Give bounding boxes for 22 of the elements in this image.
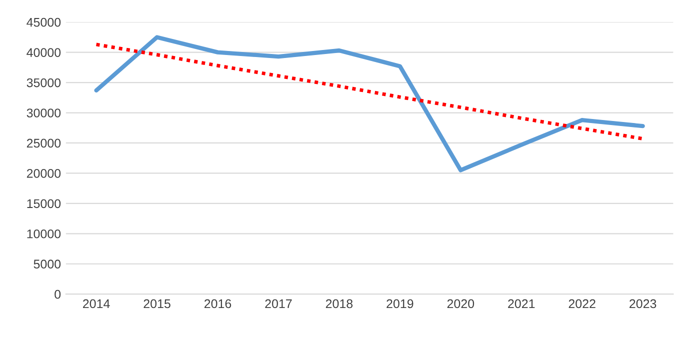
x-tick-label: 2023 bbox=[630, 299, 656, 308]
x-tick-label: 2014 bbox=[83, 299, 110, 308]
y-tick-label: 25000 bbox=[26, 138, 61, 148]
x-tick-label: 2021 bbox=[508, 299, 535, 308]
y-tick-label: 40000 bbox=[26, 48, 61, 57]
x-tick-label: 2022 bbox=[568, 299, 596, 308]
y-tick-label: 30000 bbox=[26, 108, 61, 118]
x-tick-label: 2019 bbox=[386, 299, 414, 308]
x-tick-label: 2017 bbox=[265, 299, 292, 308]
line-series bbox=[94, 42, 645, 140]
y-tick-label: 20000 bbox=[26, 169, 61, 178]
y-tick-label: 0 bbox=[54, 290, 61, 299]
y-tick-label: 5000 bbox=[34, 260, 61, 269]
y-tick-label: 45000 bbox=[26, 18, 61, 27]
x-tick-label: 2020 bbox=[447, 299, 474, 308]
y-tick-label: 10000 bbox=[27, 229, 61, 238]
x-tick-label: 2016 bbox=[204, 299, 232, 308]
line-series bbox=[94, 35, 645, 172]
x-tick-label: 2015 bbox=[144, 299, 170, 308]
x-tick-label: 2018 bbox=[326, 299, 353, 308]
y-tick-label: 15000 bbox=[27, 199, 61, 208]
y-tick-label: 35000 bbox=[26, 78, 61, 88]
